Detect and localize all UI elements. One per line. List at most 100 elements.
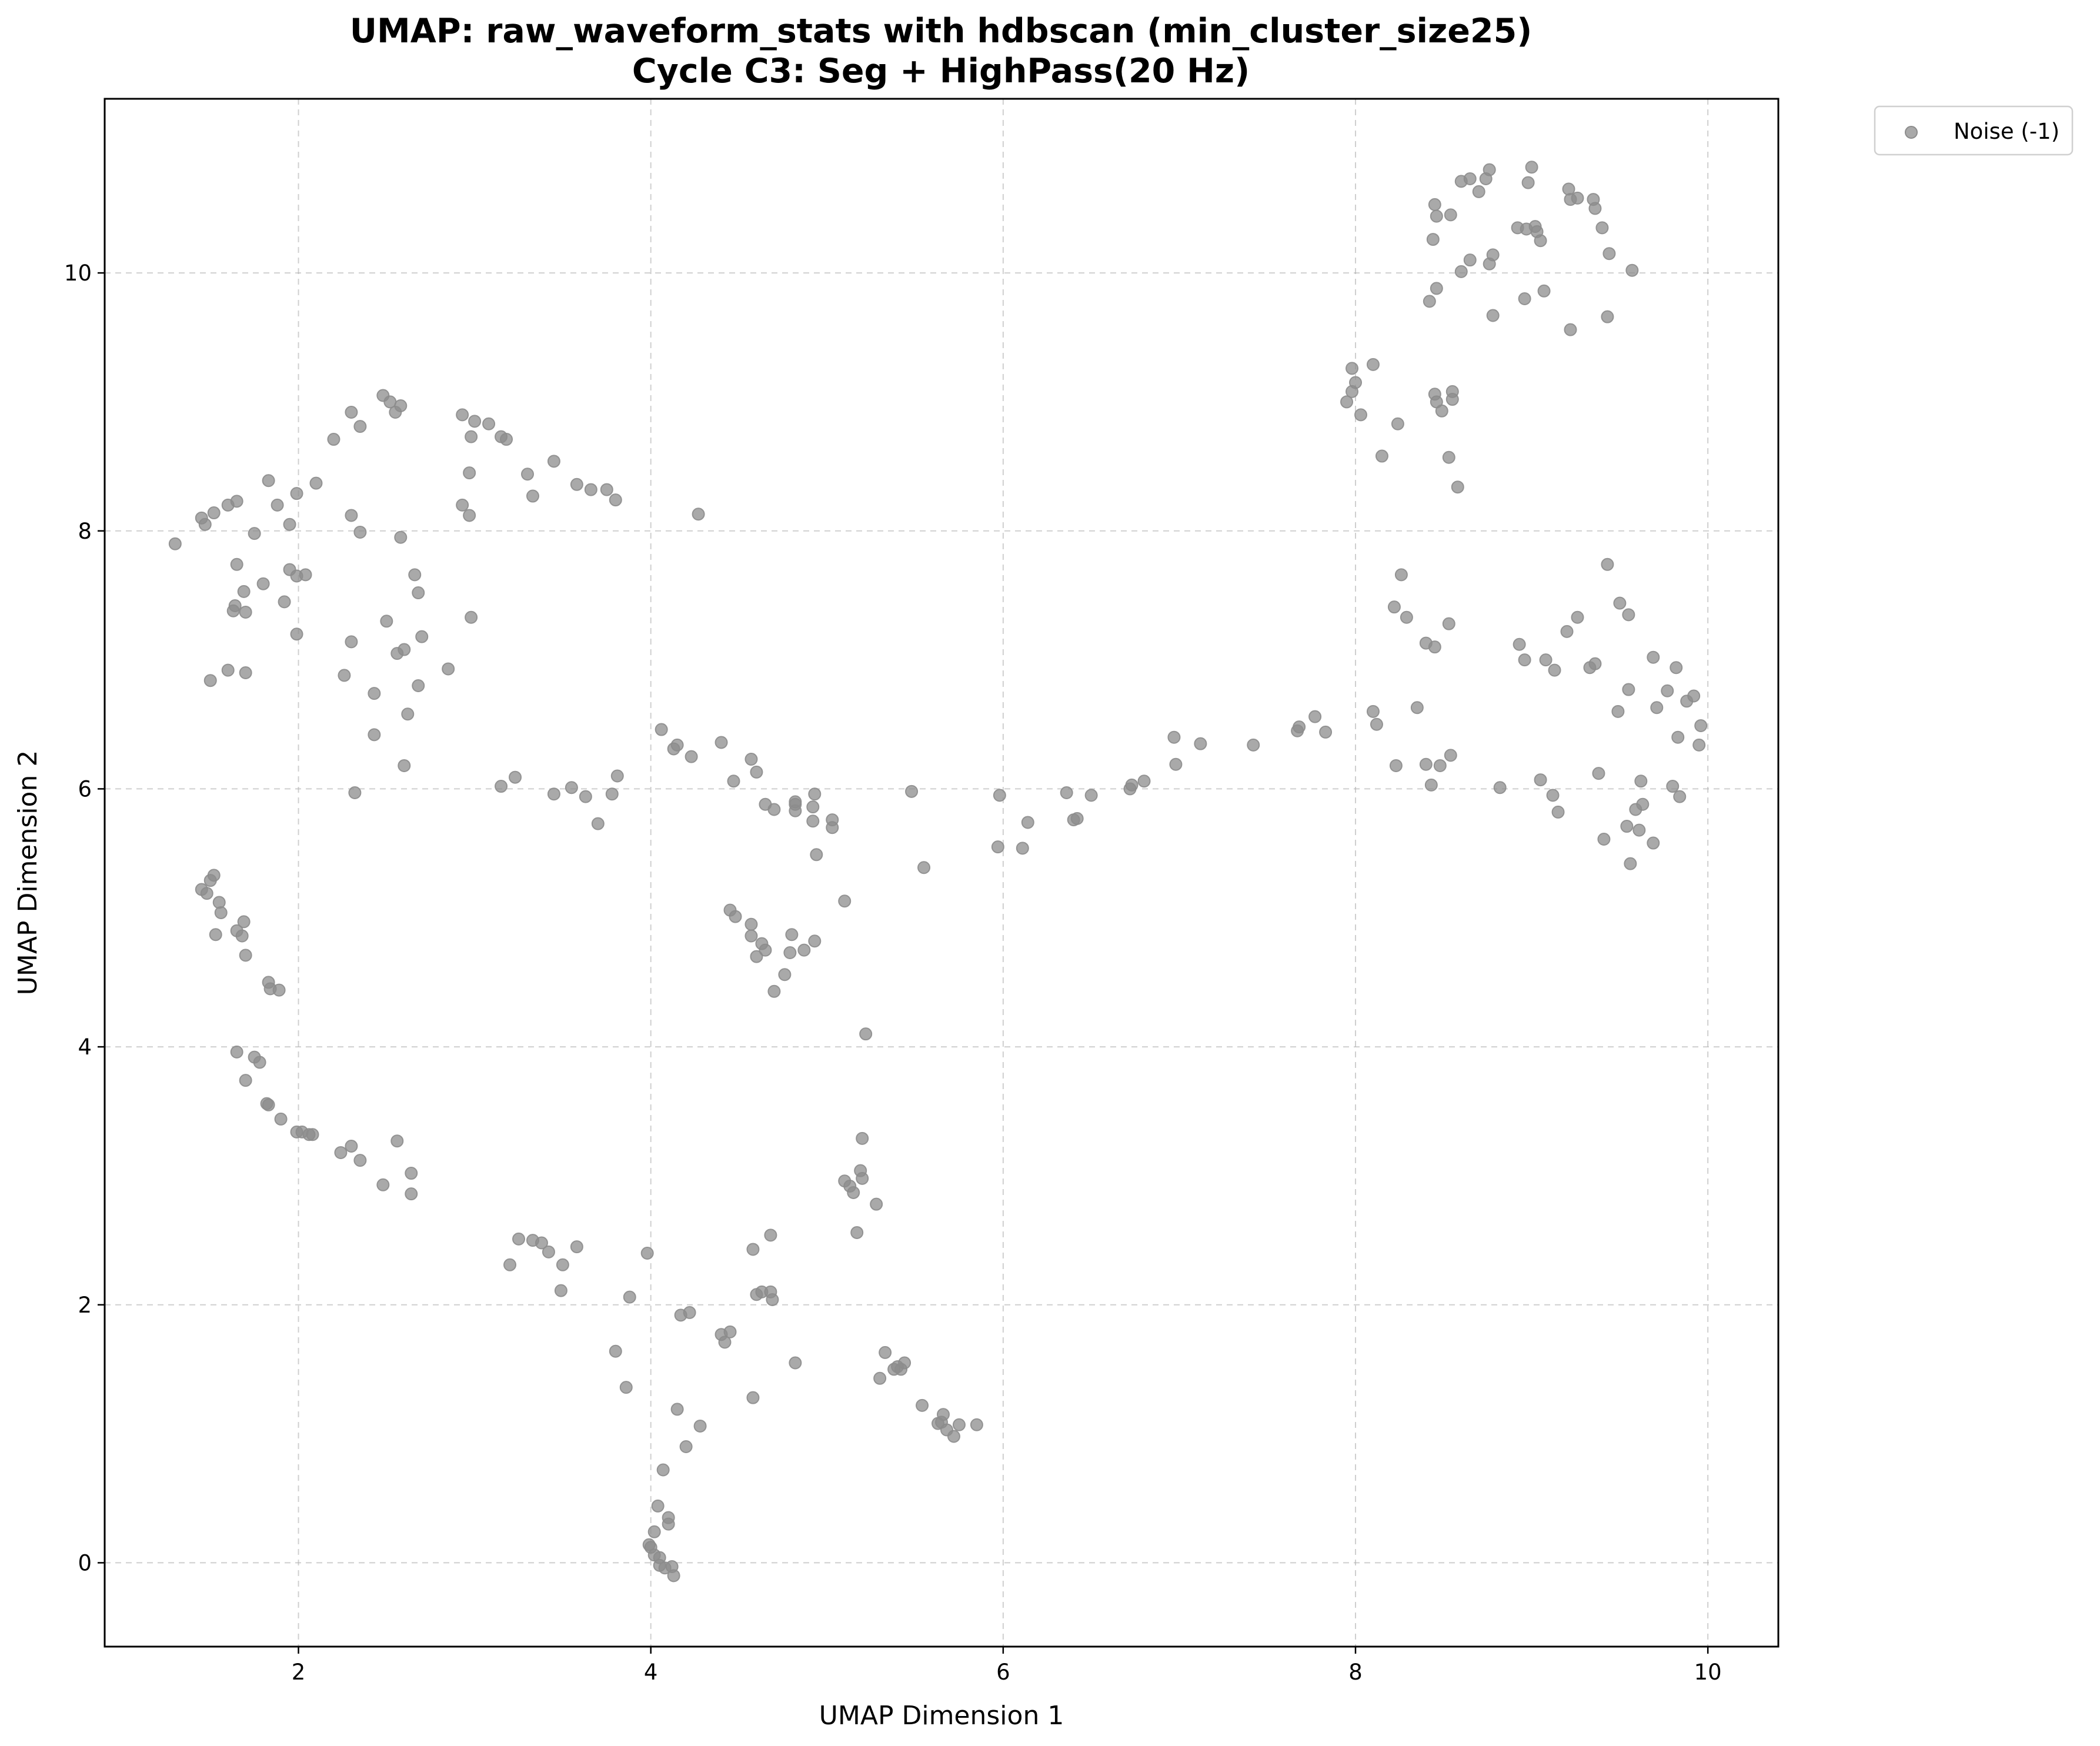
scatter-point: [723, 1325, 737, 1338]
scatter-point: [1647, 650, 1660, 664]
scatter-point: [1537, 284, 1551, 298]
scatter-point: [368, 728, 381, 742]
scatter-point: [1445, 393, 1459, 406]
scatter-point: [345, 635, 358, 649]
scatter-point: [463, 466, 476, 480]
scatter-point: [1375, 449, 1388, 463]
scatter-point: [767, 984, 781, 998]
scatter-point: [1435, 404, 1448, 418]
scatter-point: [1687, 689, 1701, 703]
scatter-point: [214, 906, 228, 919]
scatter-point: [683, 1306, 696, 1319]
scatter-point: [947, 1430, 960, 1443]
scatter-point: [1400, 610, 1413, 624]
scatter-point: [207, 869, 221, 882]
scatter-point: [1419, 757, 1433, 771]
scatter-point: [415, 630, 429, 643]
scatter-point: [405, 1167, 418, 1180]
scatter-point: [1666, 780, 1680, 793]
scatter-point: [1548, 663, 1561, 677]
scatter-point: [850, 1226, 864, 1239]
scatter-point: [797, 943, 811, 957]
scatter-point: [1592, 767, 1605, 780]
scatter-point: [693, 1419, 707, 1433]
scatter-point: [1444, 208, 1457, 222]
scatter-point: [1424, 778, 1438, 792]
scatter-point: [1601, 310, 1614, 323]
scatter-point: [230, 495, 243, 508]
scatter-point: [1016, 842, 1029, 855]
scatter-point: [806, 814, 820, 828]
scatter-point: [1346, 362, 1359, 375]
scatter-point: [1571, 191, 1584, 205]
scatter-point: [847, 1186, 860, 1199]
x-tick-label: 6: [996, 1660, 1010, 1685]
scatter-point: [345, 509, 358, 522]
scatter-point: [226, 604, 240, 617]
scatter-point: [1426, 233, 1440, 246]
scatter-point: [482, 417, 496, 430]
legend-label-noise: Noise (-1): [1954, 119, 2059, 144]
scatter-point: [570, 1240, 583, 1254]
scatter-point: [610, 769, 624, 783]
scatter-point: [1647, 836, 1660, 850]
scatter-point: [1546, 789, 1560, 802]
scatter-point: [750, 950, 763, 963]
scatter-point: [380, 615, 393, 628]
scatter-point: [808, 787, 822, 801]
scatter-point: [412, 679, 425, 692]
chart-title-line1: UMAP: raw_waveform_stats with hdbscan (m…: [350, 12, 1533, 51]
y-axis-label: UMAP Dimension 2: [13, 750, 43, 996]
scatter-point: [1622, 683, 1635, 696]
scatter-point: [1692, 738, 1706, 752]
scatter-point: [1137, 774, 1151, 788]
scatter-point: [1370, 717, 1383, 731]
y-tick-label: 10: [64, 261, 92, 286]
scatter-point: [1444, 749, 1457, 762]
scatter-point: [230, 557, 243, 571]
scatter-point: [239, 949, 252, 962]
scatter-point: [917, 861, 931, 874]
scatter-point: [1428, 640, 1441, 654]
scatter-point: [1167, 730, 1181, 744]
scatter-point: [1625, 263, 1639, 277]
x-tick-label: 2: [292, 1660, 306, 1685]
scatter-point: [764, 1228, 777, 1242]
scatter-point: [1430, 209, 1443, 223]
y-tick-label: 4: [78, 1034, 92, 1060]
scatter-point: [309, 476, 323, 490]
scatter-point: [667, 1569, 680, 1583]
scatter-point: [398, 643, 411, 656]
y-tick-label: 8: [78, 519, 92, 544]
scatter-point: [605, 787, 619, 801]
scatter-point: [952, 1418, 966, 1431]
scatter-point: [1613, 596, 1627, 610]
scatter-point: [327, 433, 340, 446]
scatter-point: [662, 1517, 675, 1531]
y-axis-ticks: 0 2 4 6 8 10: [64, 261, 105, 1575]
scatter-point: [651, 1499, 665, 1513]
scatter-point: [783, 946, 797, 959]
scatter-point: [746, 1243, 760, 1256]
scatter-point: [1602, 247, 1616, 261]
scatter-point: [826, 821, 839, 834]
scatter-point: [1650, 701, 1664, 715]
scatter-point: [1525, 161, 1538, 174]
scatter-point: [1433, 759, 1447, 772]
scatter-point: [778, 968, 792, 982]
scatter-point: [271, 498, 284, 512]
scatter-point: [456, 498, 469, 512]
scatter-point: [405, 1187, 418, 1201]
legend-marker-noise: [1905, 126, 1918, 139]
scatter-point: [306, 1128, 319, 1141]
scatter-point: [554, 1284, 567, 1297]
scatter-point: [1588, 202, 1602, 215]
scatter-point: [1595, 221, 1609, 235]
scatter-point: [542, 1245, 555, 1258]
scatter-point: [1601, 557, 1614, 571]
scatter-point: [936, 1408, 950, 1421]
scatter-point: [670, 1403, 684, 1416]
scatter-point: [509, 770, 522, 784]
scatter-point: [1571, 610, 1584, 624]
scatter-point: [390, 1134, 404, 1148]
